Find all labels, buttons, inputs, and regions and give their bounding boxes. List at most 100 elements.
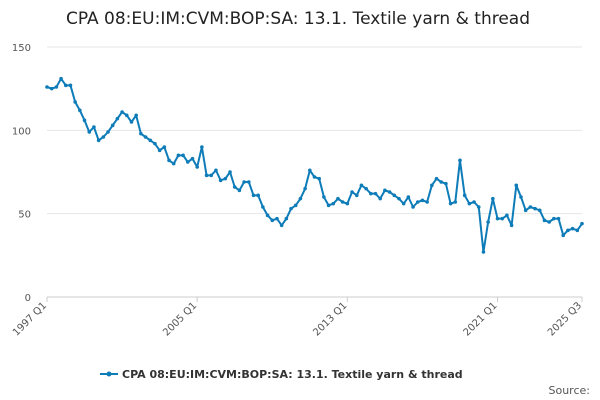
y-tick-label: 150: [12, 43, 31, 54]
x-tick-label: 2005 Q1: [161, 300, 199, 338]
data-point: [566, 228, 570, 233]
data-point: [96, 138, 101, 143]
data-point: [472, 200, 476, 204]
data-point: [218, 178, 223, 183]
data-point: [284, 216, 289, 221]
data-point: [256, 193, 260, 198]
data-point: [528, 205, 533, 209]
data-point: [134, 113, 138, 118]
data-point: [228, 170, 232, 174]
data-point: [340, 200, 345, 204]
data-point: [308, 168, 312, 173]
data-point: [120, 110, 124, 114]
data-point: [115, 116, 120, 121]
data-point: [73, 100, 77, 104]
x-tick-label: 2025 Q3: [546, 300, 584, 338]
data-point: [167, 158, 171, 163]
data-point: [345, 201, 350, 206]
data-point: [547, 220, 551, 224]
y-tick-label: 0: [25, 293, 31, 304]
data-point: [223, 176, 228, 181]
data-point: [63, 83, 68, 88]
data-point: [49, 86, 54, 91]
data-point: [523, 208, 528, 213]
data-point: [462, 193, 467, 198]
data-point: [312, 175, 317, 179]
data-point: [392, 193, 397, 198]
data-point: [505, 213, 509, 218]
data-point: [397, 196, 401, 201]
data-point: [195, 165, 199, 169]
data-point: [209, 173, 214, 178]
data-point: [331, 201, 336, 206]
data-point: [467, 201, 472, 206]
data-point: [575, 228, 580, 233]
data-point: [139, 131, 143, 136]
data-point: [552, 216, 556, 221]
data-point: [124, 113, 129, 118]
data-point: [509, 223, 514, 228]
data-point: [383, 188, 387, 193]
legend: CPA 08:EU:IM:CVM:BOP:SA: 13.1. Textile y…: [100, 368, 463, 381]
data-point: [561, 233, 566, 238]
data-point: [87, 130, 92, 134]
data-point: [261, 205, 265, 209]
data-point: [556, 216, 561, 221]
data-point: [237, 188, 242, 193]
x-tick-label: 1997 Q1: [11, 300, 49, 338]
data-point: [359, 183, 364, 188]
data-point: [533, 206, 537, 211]
data-point: [162, 145, 167, 149]
data-point: [110, 123, 115, 128]
data-point: [232, 185, 237, 189]
data-point: [514, 183, 519, 188]
data-point: [537, 208, 542, 213]
y-axis: 0 50 100 150: [12, 43, 31, 304]
data-point: [369, 191, 373, 196]
data-point: [82, 118, 87, 123]
data-point: [176, 153, 181, 158]
data-point: [101, 135, 106, 139]
data-point: [200, 145, 204, 149]
data-point: [481, 250, 486, 254]
data-point: [411, 205, 415, 209]
data-point: [157, 148, 162, 153]
data-point: [148, 138, 153, 143]
x-tick-label: 2021 Q1: [462, 300, 500, 338]
data-point: [317, 176, 321, 181]
data-point: [495, 216, 500, 221]
data-point: [580, 221, 584, 226]
chart-title: CPA 08:EU:IM:CVM:BOP:SA: 13.1. Textile y…: [66, 9, 530, 29]
data-point: [181, 153, 185, 158]
data-point: [106, 130, 110, 134]
data-point: [486, 220, 490, 224]
data-point: [373, 191, 378, 196]
y-tick-label: 50: [18, 210, 31, 221]
data-point: [303, 186, 307, 191]
data-point: [406, 195, 411, 199]
data-point: [519, 195, 523, 199]
data-point: [378, 196, 383, 201]
data-point: [185, 160, 190, 164]
data-point: [354, 193, 359, 198]
data-point: [350, 190, 354, 194]
data-point: [500, 216, 505, 221]
data-point: [326, 203, 331, 208]
legend-marker: [106, 371, 112, 377]
data-point: [401, 201, 406, 206]
data-point: [129, 120, 134, 124]
data-point: [59, 76, 63, 81]
data-point: [430, 183, 434, 188]
data-point: [415, 200, 420, 204]
gridlines: [47, 46, 582, 298]
data-point: [171, 161, 176, 166]
data-point: [54, 85, 59, 89]
data-point: [293, 203, 298, 208]
data-point: [68, 83, 73, 88]
data-point: [190, 156, 195, 161]
data-point: [322, 195, 326, 199]
data-point: [45, 85, 49, 89]
data-point: [143, 135, 148, 139]
data-point: [364, 186, 368, 191]
source-label: Source:: [549, 384, 591, 397]
